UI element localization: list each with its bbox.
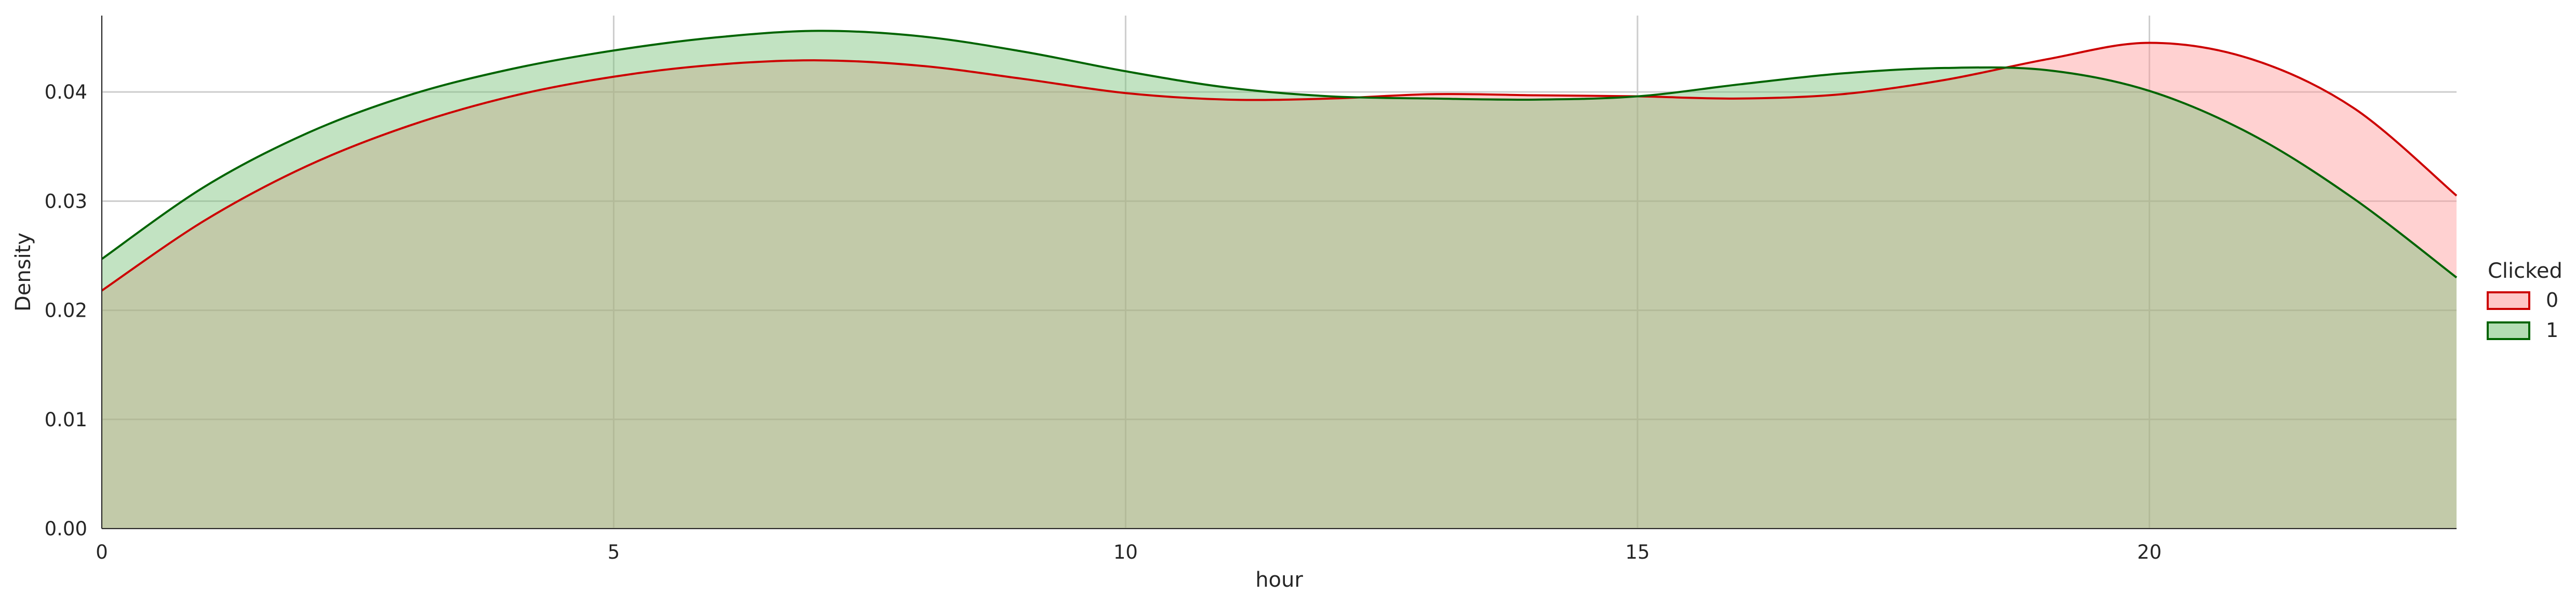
- x-tick-label-2: 10: [1113, 541, 1138, 563]
- legend-swatch-1: [2487, 321, 2530, 340]
- density-line-series-1: [101, 30, 2458, 279]
- x-tick-labels: 0 5 10 15 20: [96, 541, 2162, 563]
- y-tick-label-4: 0.04: [45, 81, 87, 103]
- x-axis-label: hour: [1255, 568, 1303, 592]
- density-area-series-0: [102, 43, 2457, 529]
- x-tick-label-1: 5: [608, 541, 620, 563]
- y-tick-label-2: 0.02: [45, 300, 87, 322]
- density-areas: [102, 31, 2457, 529]
- legend-title: Clicked: [2488, 259, 2562, 283]
- legend-swatch-0: [2487, 291, 2530, 310]
- y-tick-label-1: 0.01: [45, 409, 87, 431]
- legend-label-1: 1: [2546, 319, 2558, 342]
- legend: Clicked 0 1: [2487, 259, 2562, 342]
- axes: [101, 16, 2457, 529]
- y-axis-label: Density: [11, 233, 35, 312]
- y-tick-label-3: 0.03: [45, 190, 87, 212]
- y-tick-labels: 0.00 0.01 0.02 0.03 0.04: [45, 81, 87, 540]
- density-line-series-0: [101, 42, 2458, 292]
- density-area-series-1: [102, 31, 2457, 529]
- x-tick-label-3: 15: [1625, 541, 1649, 563]
- legend-label-0: 0: [2546, 289, 2558, 312]
- x-tick-label-4: 20: [2137, 541, 2162, 563]
- x-tick-label-0: 0: [96, 541, 108, 563]
- density-lines: [101, 30, 2458, 292]
- y-tick-label-0: 0.00: [45, 518, 87, 540]
